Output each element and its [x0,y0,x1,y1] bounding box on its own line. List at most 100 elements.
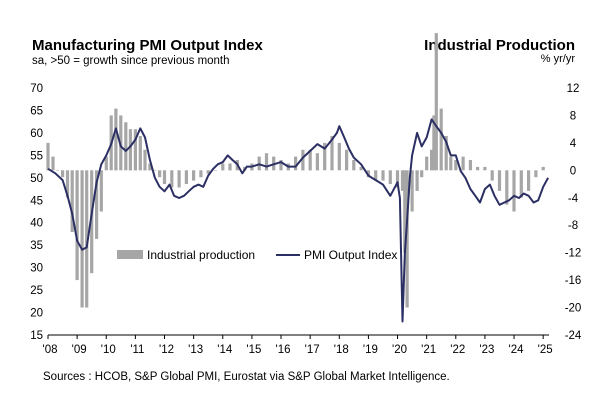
right-axis-tick-label: -12 [565,248,582,260]
x-tick-label: '21 [421,344,436,356]
x-tick-label: '22 [450,344,465,356]
x-tick-label: '08 [43,344,58,356]
x-tick-label: '16 [276,344,291,356]
ip-bar [124,122,128,171]
ip-bar [228,163,232,171]
right-axis-tick-label: -24 [565,330,582,342]
ip-bar [444,136,448,171]
ip-bar [395,170,400,188]
ip-bar [46,142,50,171]
ip-bar [410,170,414,212]
right-axis-tick-label: 8 [570,110,576,122]
ip-bar [374,170,378,181]
pmi-output-line [47,118,549,323]
ip-bar [61,170,65,178]
ip-bar [434,33,438,171]
ip-bar [449,156,453,171]
ip-bar [388,170,392,184]
ip-bar [51,156,55,171]
x-tick-label: '19 [363,344,378,356]
right-axis-tick-label: 12 [567,83,580,95]
ip-bar [497,170,502,191]
x-tick-label: '11 [130,344,144,356]
ip-bar [294,156,298,171]
legend-label-pmi-output: PMI Output Index [304,248,397,262]
left-axis-tick-label: 50 [30,173,43,185]
ip-bar [70,170,74,232]
ip-bar [170,170,174,188]
ip-bar [330,136,334,171]
chart-title: Manufacturing PMI Output Index [32,37,263,54]
ip-bar [541,166,545,171]
ip-bar [90,170,94,274]
right-axis-unit: % yr/yr [540,53,575,65]
ip-bar [184,170,188,184]
ip-bar [527,170,531,191]
ip-bar [425,156,429,171]
ip-bar [114,108,118,171]
ip-bar [199,170,203,178]
ip-bar [405,170,409,308]
left-axis-tick-label: 55 [30,150,43,162]
right-axis-tick-label: -4 [568,193,579,205]
x-tick-label: '14 [217,344,233,356]
x-tick-label: '24 [509,344,525,356]
ip-bar [352,160,356,171]
x-tick-label: '09 [72,344,87,356]
ip-bar [301,149,305,171]
left-axis-tick-label: 15 [30,330,43,342]
source-note: Sources : HCOB, S&P Global PMI, Eurostat… [43,371,450,383]
x-tick-label: '15 [246,344,261,356]
legend-swatch-industrial-production [117,250,143,259]
ip-bar [177,170,181,188]
ip-bar [85,170,89,308]
left-axis-tick-label: 25 [30,285,43,297]
chart-legend: Industrial production PMI Output Index [117,248,397,262]
x-tick-label: '10 [101,344,116,356]
ip-bar [315,153,319,171]
ip-bar [337,142,341,171]
ip-bar [420,170,424,178]
x-tick-label: '18 [334,344,349,356]
ip-bar [323,142,327,171]
right-axis-tick-label: -16 [565,275,582,287]
right-axis-tick-label: -20 [565,303,582,315]
left-axis-tick-label: 20 [30,308,43,320]
left-axis-tick-label: 65 [30,105,43,117]
ip-bar [403,170,407,253]
ip-bar [512,170,516,212]
ip-bar [454,160,458,171]
ip-bar [143,149,147,171]
left-axis-tick-label: 35 [30,240,43,252]
ip-bar [104,156,108,171]
ip-bar [381,170,385,181]
ip-bar [99,170,103,212]
x-tick-label: '20 [392,344,407,356]
ip-bar [56,170,60,171]
ip-bar [162,170,167,184]
industrial-production-bars [46,33,545,308]
right-axis-tick-label: 0 [570,165,576,177]
ip-bar [534,170,538,178]
ip-bar [221,163,225,171]
left-axis-tick-label: 60 [30,128,43,140]
x-tick-label: '13 [188,344,203,356]
ip-bar [439,108,443,171]
right-axis-tick-label: 4 [570,138,577,150]
ip-bar [75,170,79,281]
left-axis-tick-label: 30 [30,263,43,275]
x-tick-label: '12 [159,344,174,356]
ip-bar [213,170,218,171]
ip-bar [80,170,84,308]
ip-bar [308,149,312,171]
ip-bar [95,170,99,239]
left-axis-tick-label: 40 [30,218,43,230]
ip-bar [415,170,419,191]
ip-bar [430,149,434,171]
ip-bar [519,170,523,198]
ip-bar [279,160,283,171]
ip-bar [483,166,487,171]
ip-bar [138,136,142,171]
ip-bar [158,170,162,178]
